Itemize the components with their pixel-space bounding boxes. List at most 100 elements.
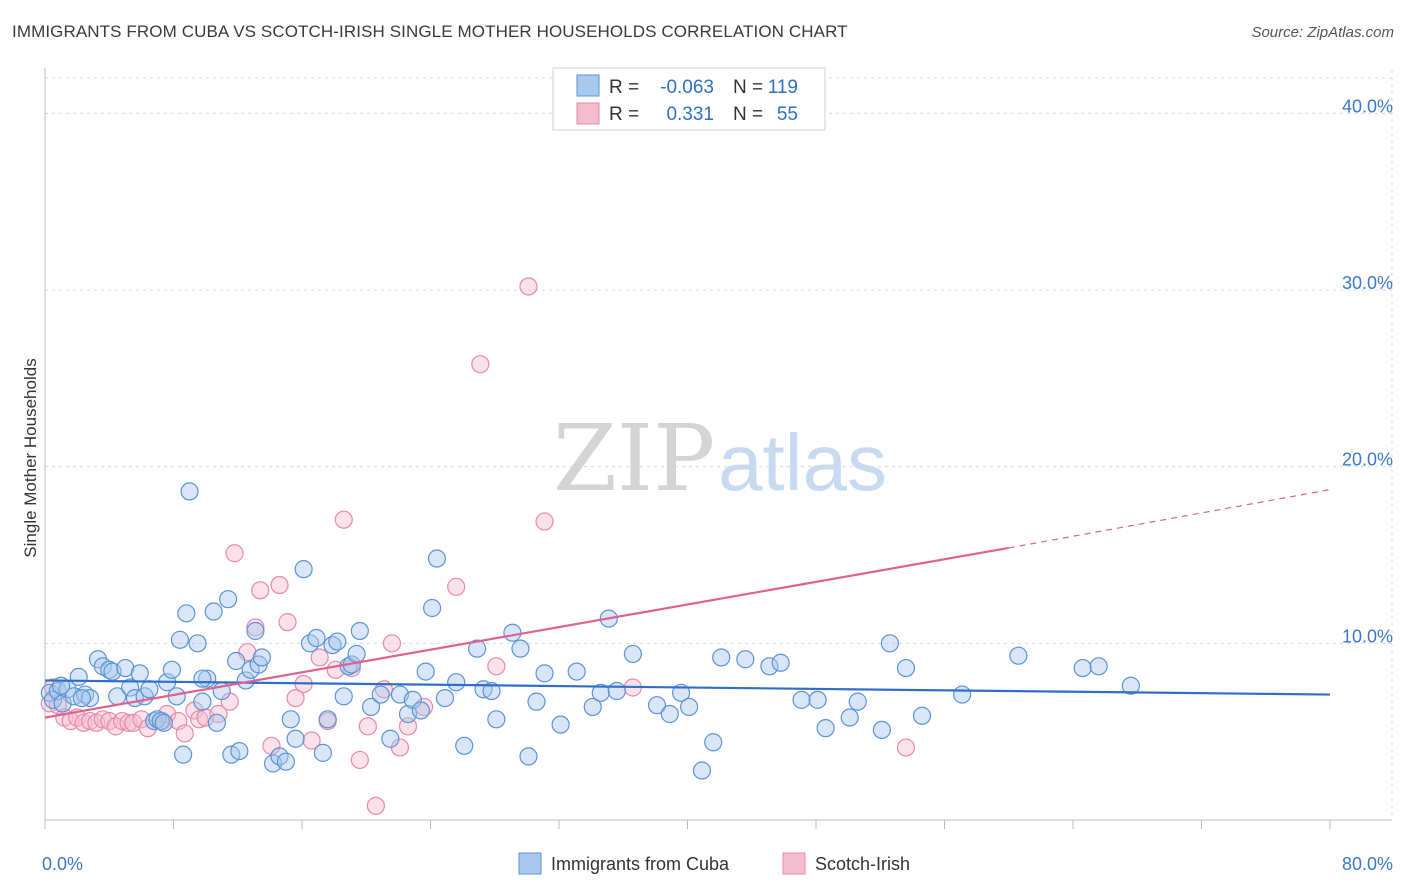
legend-scotch-r-label: R = <box>609 104 639 125</box>
cuba-point <box>193 692 212 711</box>
cuba-point <box>1009 646 1028 665</box>
watermark: ZIP atlas <box>553 405 887 512</box>
scotch-irish-point <box>535 512 554 531</box>
cuba-point <box>281 710 300 729</box>
cuba-point <box>69 667 88 687</box>
scotch-irish-point <box>74 713 93 732</box>
scotch-irish-point <box>358 717 377 736</box>
trend-lines <box>44 489 1331 719</box>
cuba-point <box>583 697 602 717</box>
cuba-point <box>188 634 207 653</box>
chart-title: IMMIGRANTS FROM CUBA VS SCOTCH-IRISH SIN… <box>12 22 848 41</box>
cuba-point <box>204 602 223 621</box>
x-tick-labels: 0.0% 80.0% <box>42 854 1393 874</box>
scotch-irish-point <box>896 738 916 757</box>
cuba-point <box>371 685 390 704</box>
cuba-point <box>736 650 755 669</box>
legend-cuba-r-value: -0.063 <box>660 77 714 98</box>
cuba-point <box>1121 676 1140 695</box>
cuba-point <box>535 664 554 683</box>
cuba-point <box>527 692 546 711</box>
legend-scotch-r-value: 0.331 <box>666 104 714 125</box>
cuba-point <box>53 694 72 713</box>
legend-top: R = -0.063 N = 119 R = 0.331 N = 55 <box>552 67 826 131</box>
legend-cuba-n-label: N = <box>733 77 763 98</box>
cuba-point <box>193 669 212 688</box>
cuba-point <box>435 688 455 708</box>
scotch-irish-point <box>190 710 209 729</box>
legend-bottom-scotch-irish: Scotch-Irish <box>815 854 910 874</box>
cuba-point <box>294 560 313 579</box>
cuba-point <box>482 681 501 701</box>
cuba-point <box>318 710 337 729</box>
scotch-irish-point <box>112 711 132 731</box>
cuba-point <box>591 683 610 702</box>
scotch-irish-point <box>366 796 385 815</box>
cuba-point <box>792 690 811 709</box>
cuba-point <box>252 648 271 667</box>
cuba-point <box>607 681 626 701</box>
cuba-point <box>154 713 173 732</box>
legend-scotch-n-value: 55 <box>777 104 798 125</box>
scotch-irish-point <box>225 544 244 563</box>
scotch-irish-point <box>175 724 194 743</box>
scotch-irish-point <box>302 731 321 750</box>
scotch-irish-trend-extension <box>1008 489 1331 549</box>
cuba-point <box>219 590 238 609</box>
cuba-point <box>307 628 326 648</box>
cuba-point <box>140 680 159 699</box>
watermark-atlas: atlas <box>718 418 887 507</box>
cuba-point <box>760 657 779 676</box>
cuba-point <box>647 696 667 715</box>
cuba-point <box>100 660 119 679</box>
cuba-point <box>623 644 642 664</box>
cuba-point <box>43 690 63 709</box>
cuba-point <box>361 697 381 717</box>
cuba-point <box>151 711 170 731</box>
cuba-point <box>771 653 790 672</box>
chart-source: Source: ZipAtlas.com <box>1251 24 1394 41</box>
scotch-irish-point <box>487 657 506 676</box>
axes <box>44 68 1392 829</box>
cuba-point <box>328 632 347 651</box>
cuba-point <box>180 482 199 501</box>
cuba-point <box>519 747 538 766</box>
cuba-point <box>130 664 149 683</box>
y-tick-label: 40.0% <box>1342 96 1393 116</box>
cuba-point <box>692 761 712 780</box>
cuba-point <box>511 639 530 658</box>
cuba-point <box>1073 658 1092 678</box>
watermark-zip: ZIP <box>553 405 715 512</box>
cuba-point <box>808 690 827 709</box>
scotch-irish-point <box>286 688 305 708</box>
legend-swatch-scotch-irish <box>576 102 600 125</box>
y-tick-labels: 10.0% 20.0% 30.0% 40.0% <box>1342 96 1393 646</box>
cuba-point <box>467 639 487 658</box>
scotch-irish-point <box>447 577 466 596</box>
cuba-point <box>896 658 916 678</box>
cuba-point <box>416 662 435 681</box>
legend-bottom-swatch-scotch-irish <box>782 852 806 875</box>
cuba-point <box>423 598 442 618</box>
cuba-point <box>174 745 193 764</box>
scotch-irish-point <box>278 613 297 632</box>
scotch-irish-point <box>382 634 402 653</box>
cuba-point <box>347 644 366 664</box>
cuba-point <box>170 630 190 649</box>
cuba-point <box>427 549 447 568</box>
legend-bottom-cuba: Immigrants from Cuba <box>551 854 730 874</box>
cuba-point <box>660 704 679 724</box>
scotch-irish-point <box>471 355 490 374</box>
cuba-point <box>121 678 140 697</box>
legend-bottom-swatch-cuba <box>518 852 542 875</box>
cuba-point <box>411 701 430 720</box>
scotch-irish-point <box>519 277 538 296</box>
cuba-point <box>350 621 369 641</box>
cuba-point <box>177 604 196 623</box>
legend-cuba-r-label: R = <box>609 77 639 98</box>
x-tick-label: 0.0% <box>42 854 83 874</box>
cuba-point <box>72 688 92 708</box>
cuba-point <box>381 729 400 748</box>
cuba-point <box>1089 657 1108 676</box>
